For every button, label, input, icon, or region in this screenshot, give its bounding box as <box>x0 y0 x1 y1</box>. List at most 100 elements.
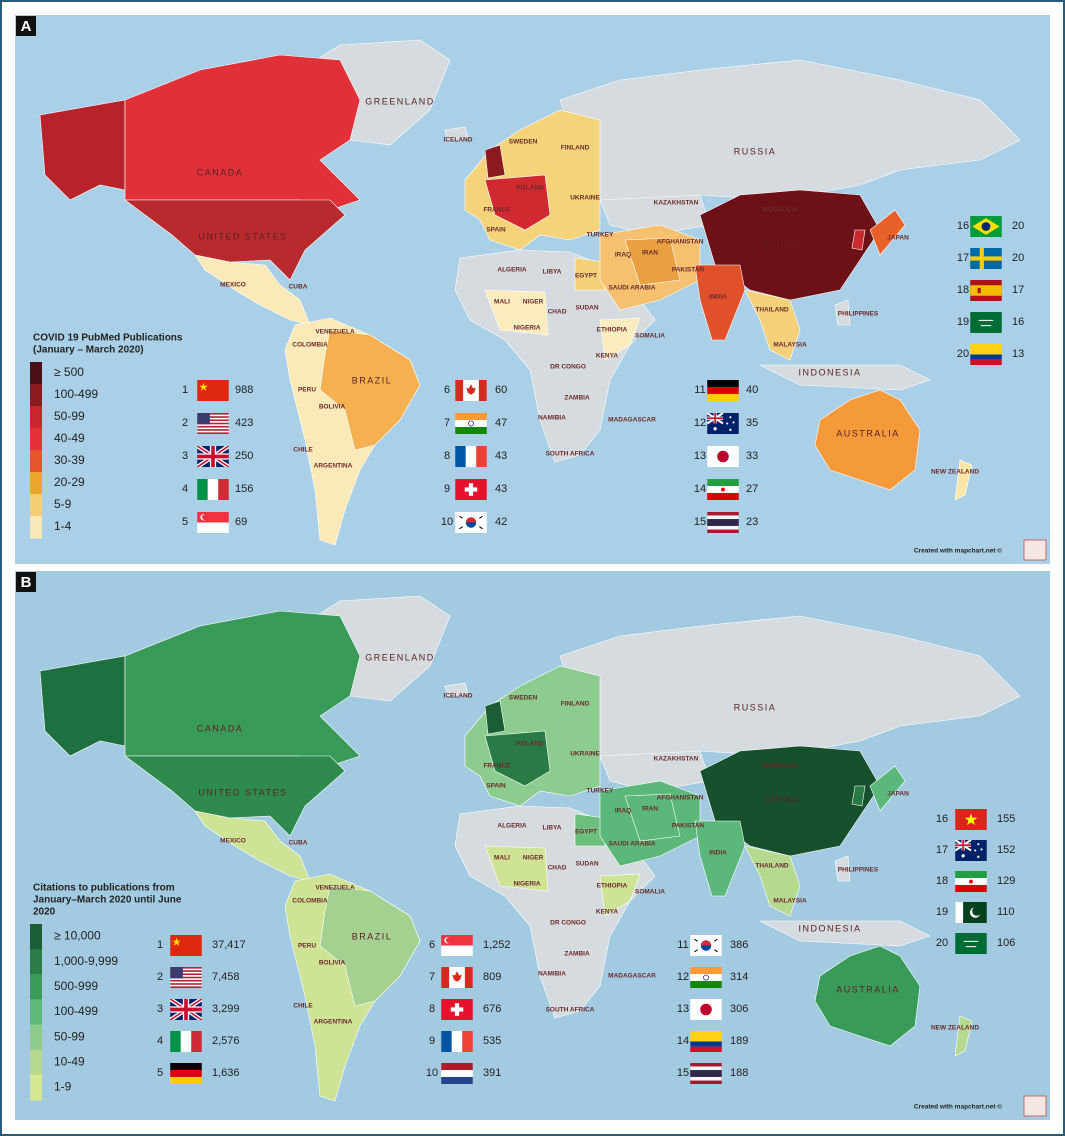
flag <box>455 479 487 500</box>
flag <box>197 446 229 467</box>
map-label: UKRAINE <box>570 195 600 202</box>
map-label: THAILAND <box>755 307 789 314</box>
map-label: CANADA <box>197 723 244 733</box>
region-japan <box>869 765 906 812</box>
map-label: DR CONGO <box>550 364 586 371</box>
map-label: NEW ZEALAND <box>931 469 979 476</box>
map-label: NIGER <box>523 299 544 306</box>
map-label: MADAGASCAR <box>608 417 656 424</box>
legend-swatch <box>30 924 42 950</box>
legend-label: 40-49 <box>54 431 85 445</box>
rank-number: 18 <box>957 284 969 296</box>
flag <box>707 479 739 500</box>
map-label: JAPAN <box>887 791 909 798</box>
map-label: KENYA <box>596 909 618 916</box>
rank-value: 152 <box>997 844 1015 856</box>
flag <box>955 902 987 923</box>
map-label: POLAND <box>516 185 544 192</box>
map-label: NAMIBIA <box>538 971 566 978</box>
region-brazil <box>319 329 421 451</box>
legend-label: 500-999 <box>54 979 98 993</box>
rank-number: 7 <box>429 971 435 983</box>
region-iceland <box>444 682 469 697</box>
map-label: VENEZUELA <box>315 885 355 892</box>
flag <box>690 1031 722 1052</box>
rank-value: 110 <box>997 906 1015 918</box>
region-se-asia <box>744 845 801 917</box>
map-label: PERU <box>298 943 316 950</box>
region-west-africa <box>484 289 549 336</box>
rank-value: 27 <box>746 483 758 495</box>
rank-number: 1 <box>182 384 188 396</box>
map-label: FINLAND <box>561 701 590 708</box>
legend-label: 1-4 <box>54 519 72 533</box>
rank-value: 60 <box>495 384 507 396</box>
map-label: IRAQ <box>615 808 631 815</box>
map-label: PHILIPPINES <box>838 311 879 318</box>
map-label: AUSTRALIA <box>836 984 900 994</box>
region-australia <box>814 389 921 491</box>
rank-number: 14 <box>694 483 706 495</box>
map-label: SOMALIA <box>635 889 665 896</box>
legend-swatch <box>30 384 42 407</box>
map-label: CUBA <box>289 284 308 291</box>
rank-number: 16 <box>936 813 948 825</box>
region-australia <box>814 945 921 1047</box>
map-label: KAZAKHSTAN <box>654 756 699 763</box>
map-label: UKRAINE <box>570 751 600 758</box>
rank-number: 15 <box>694 516 706 528</box>
flag <box>455 446 487 467</box>
rank-value: 69 <box>235 516 247 528</box>
rank-value: 306 <box>730 1003 748 1015</box>
flag <box>170 999 202 1020</box>
map-label: IRAQ <box>615 252 631 259</box>
map-label: IRAN <box>642 806 658 813</box>
rank-value: 47 <box>495 417 507 429</box>
region-kazakhstan <box>599 750 711 792</box>
flag <box>955 840 987 861</box>
map-label: RUSSIA <box>734 146 777 156</box>
map-label: PAKISTAN <box>672 267 705 274</box>
flag <box>170 967 202 988</box>
map-label: NIGER <box>523 855 544 862</box>
legend-swatch <box>30 1074 42 1101</box>
rank-value: 37,417 <box>212 939 246 951</box>
rank-value: 20 <box>1012 252 1024 264</box>
legend-swatch <box>30 494 42 517</box>
map-label: SUDAN <box>575 305 598 312</box>
rank-number: 20 <box>936 937 948 949</box>
region-philippines <box>834 299 851 326</box>
map-label: MONGOLIA <box>762 207 798 214</box>
flag <box>197 380 229 401</box>
rank-value: 35 <box>746 417 758 429</box>
region-indonesia <box>759 364 931 391</box>
rank-number: 1 <box>157 939 163 951</box>
map-label: NEW ZEALAND <box>931 1025 979 1032</box>
legend-title: Citations to publications from <box>33 883 175 894</box>
map-label: COLOMBIA <box>292 342 328 349</box>
rank-value: 423 <box>235 417 253 429</box>
flag <box>970 216 1002 237</box>
rank-value: 314 <box>730 971 748 983</box>
flag <box>170 935 202 956</box>
flag <box>455 512 487 533</box>
flag <box>970 248 1002 269</box>
map-label: SUDAN <box>575 861 598 868</box>
map-label: PAKISTAN <box>672 823 705 830</box>
legend-title: January–March 2020 until June <box>33 895 182 906</box>
flag <box>690 1063 722 1084</box>
panel-a: GREENLAND ICELAND CANADA UNITED STATES MEXIC… <box>15 15 1050 564</box>
map-label: ICELAND <box>444 137 473 144</box>
legend-swatch <box>30 1049 42 1076</box>
map-label: INDONESIA <box>798 367 861 377</box>
map-label: AUSTRALIA <box>836 428 900 438</box>
rank-value: 1,252 <box>483 939 511 951</box>
flag <box>707 413 739 434</box>
map-label: BOLIVIA <box>319 960 346 967</box>
flag <box>970 280 1002 301</box>
map-label: LIBYA <box>543 269 562 276</box>
map-label: AFGHANISTAN <box>657 795 704 802</box>
legend-label: 20-29 <box>54 475 85 489</box>
flag <box>690 999 722 1020</box>
rank-number: 18 <box>936 875 948 887</box>
